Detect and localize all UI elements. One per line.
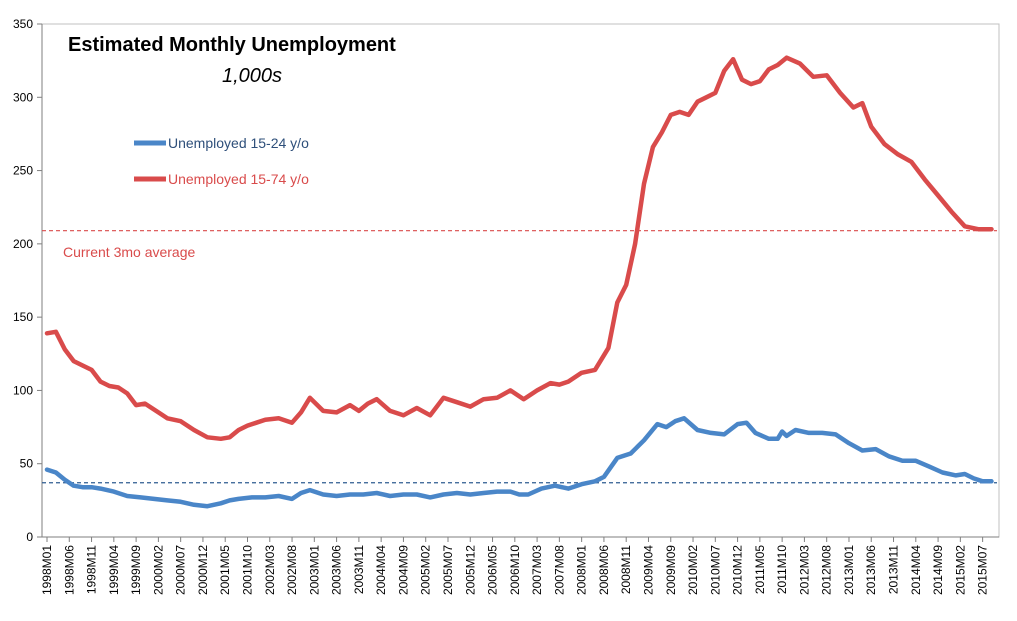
- legend: Unemployed 15-24 y/o Unemployed 15-74 y/…: [134, 135, 309, 187]
- reference-lines: [42, 230, 997, 484]
- x-tick-label: 1998M06: [62, 545, 76, 595]
- x-tick-label: 2008M11: [619, 545, 633, 594]
- x-tick-label: 2000M02: [151, 545, 165, 595]
- chart-title: Estimated Monthly Unemployment: [68, 34, 396, 56]
- x-tick-label: 2014M04: [909, 545, 923, 595]
- series-lines: [44, 55, 994, 509]
- x-tick-label: 2008M06: [597, 545, 611, 595]
- y-axis-ticks: 0 50 100 150 200 250 300 350: [13, 17, 42, 544]
- y-tick-label: 200: [13, 237, 33, 251]
- x-tick-label: 2005M07: [441, 545, 455, 595]
- x-tick-label: 2002M08: [285, 545, 299, 595]
- x-tick-label: 2001M05: [218, 545, 232, 595]
- x-tick-label: 2005M02: [419, 545, 433, 595]
- x-tick-label: 2007M03: [530, 545, 544, 595]
- legend-label-15-24: Unemployed 15-24 y/o: [168, 135, 309, 151]
- x-tick-label: 2006M10: [508, 545, 522, 595]
- y-tick-label: 300: [13, 90, 33, 104]
- x-axis-ticks: 1998M01 1998M06 1998M11 1999M04 1999M09 2000M…: [40, 537, 990, 595]
- x-tick-label: 1998M11: [85, 545, 99, 594]
- plot-frame: [41, 23, 1000, 538]
- x-tick-label: 2015M02: [953, 545, 967, 595]
- plot-area-border: [41, 23, 1000, 538]
- x-tick-label: 1999M09: [129, 545, 143, 595]
- x-tick-label: 2011M10: [775, 545, 789, 594]
- x-tick-label: 2015M07: [976, 545, 990, 595]
- x-tick-label: 2010M02: [686, 545, 700, 595]
- x-tick-label: 2010M12: [731, 545, 745, 595]
- x-tick-label: 2009M09: [664, 545, 678, 595]
- x-tick-label: 2002M03: [263, 545, 277, 595]
- series-line-0: [44, 416, 994, 509]
- x-tick-label: 2011M05: [753, 545, 767, 594]
- x-tick-label: 2013M01: [842, 545, 856, 595]
- x-tick-label: 2000M12: [196, 545, 210, 595]
- x-tick-label: 2007M08: [552, 545, 566, 595]
- x-tick-label: 2006M05: [486, 545, 500, 595]
- x-tick-label: 2003M01: [307, 545, 321, 595]
- y-tick-label: 350: [13, 17, 33, 31]
- y-tick-label: 50: [20, 457, 34, 471]
- y-tick-label: 250: [13, 164, 33, 178]
- x-tick-label: 2009M04: [641, 545, 655, 595]
- x-tick-label: 1999M04: [107, 545, 121, 595]
- x-tick-label: 2003M06: [330, 545, 344, 595]
- y-tick-label: 0: [26, 530, 33, 544]
- x-tick-label: 2005M12: [463, 545, 477, 595]
- x-tick-label: 2008M01: [575, 545, 589, 595]
- x-tick-label: 2010M07: [708, 545, 722, 595]
- y-tick-label: 150: [13, 310, 33, 324]
- chart-subtitle: 1,000s: [222, 65, 282, 87]
- x-tick-label: 2012M03: [797, 545, 811, 595]
- x-tick-label: 2003M11: [352, 545, 366, 594]
- x-tick-label: 2013M06: [864, 545, 878, 595]
- x-tick-label: 2013M11: [887, 545, 901, 594]
- legend-label-15-74: Unemployed 15-74 y/o: [168, 171, 309, 187]
- x-tick-label: 2004M09: [396, 545, 410, 595]
- x-tick-label: 2000M07: [174, 545, 188, 595]
- annotation-current-3mo-average: Current 3mo average: [63, 244, 196, 260]
- x-tick-label: 1998M01: [40, 545, 54, 595]
- x-tick-label: 2014M09: [931, 545, 945, 595]
- x-tick-label: 2012M08: [820, 545, 834, 595]
- x-tick-label: 2001M10: [240, 545, 254, 595]
- y-tick-label: 100: [13, 383, 33, 397]
- series-line-1: [44, 55, 994, 442]
- x-tick-label: 2004M04: [374, 545, 388, 595]
